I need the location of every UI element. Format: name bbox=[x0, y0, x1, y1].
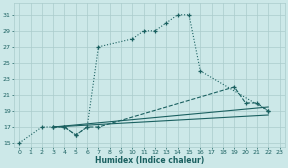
X-axis label: Humidex (Indice chaleur): Humidex (Indice chaleur) bbox=[95, 156, 204, 165]
